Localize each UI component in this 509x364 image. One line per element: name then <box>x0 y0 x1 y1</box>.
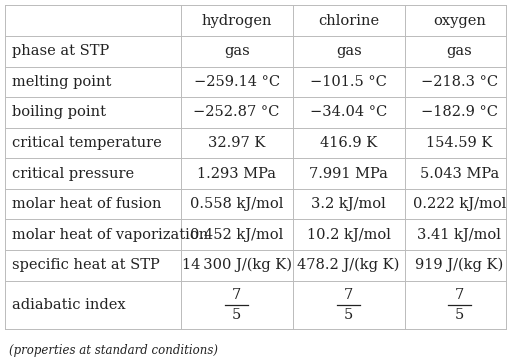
Text: gas: gas <box>446 44 472 58</box>
Text: −252.87 °C: −252.87 °C <box>193 106 280 119</box>
Text: melting point: melting point <box>12 75 111 89</box>
Text: hydrogen: hydrogen <box>202 14 272 28</box>
Text: critical temperature: critical temperature <box>12 136 161 150</box>
Text: 10.2 kJ/mol: 10.2 kJ/mol <box>307 228 390 242</box>
Text: 3.41 kJ/mol: 3.41 kJ/mol <box>417 228 501 242</box>
Text: gas: gas <box>336 44 361 58</box>
Text: 1.293 MPa: 1.293 MPa <box>197 167 276 181</box>
Text: 0.222 kJ/mol: 0.222 kJ/mol <box>413 197 506 211</box>
Text: −101.5 °C: −101.5 °C <box>310 75 387 89</box>
Text: −34.04 °C: −34.04 °C <box>310 106 387 119</box>
Text: adiabatic index: adiabatic index <box>12 298 125 312</box>
Text: chlorine: chlorine <box>318 14 379 28</box>
Text: oxygen: oxygen <box>433 14 486 28</box>
Text: boiling point: boiling point <box>12 106 106 119</box>
Text: 154.59 K: 154.59 K <box>426 136 493 150</box>
Text: 7: 7 <box>455 288 464 302</box>
Text: specific heat at STP: specific heat at STP <box>12 258 159 272</box>
Text: −259.14 °C: −259.14 °C <box>193 75 280 89</box>
Text: 7: 7 <box>344 288 353 302</box>
Text: 0.558 kJ/mol: 0.558 kJ/mol <box>190 197 284 211</box>
Text: 5: 5 <box>455 308 464 322</box>
Text: 0.452 kJ/mol: 0.452 kJ/mol <box>190 228 284 242</box>
Text: 5: 5 <box>344 308 353 322</box>
Text: 32.97 K: 32.97 K <box>208 136 265 150</box>
Text: 478.2 J/(kg K): 478.2 J/(kg K) <box>297 258 400 272</box>
Text: molar heat of fusion: molar heat of fusion <box>12 197 161 211</box>
Text: −182.9 °C: −182.9 °C <box>421 106 498 119</box>
Text: critical pressure: critical pressure <box>12 167 134 181</box>
Text: 14 300 J/(kg K): 14 300 J/(kg K) <box>182 258 292 272</box>
Text: 5.043 MPa: 5.043 MPa <box>420 167 499 181</box>
Text: (properties at standard conditions): (properties at standard conditions) <box>9 344 218 357</box>
Text: 7.991 MPa: 7.991 MPa <box>309 167 388 181</box>
Text: 919 J/(kg K): 919 J/(kg K) <box>415 258 503 272</box>
Text: −218.3 °C: −218.3 °C <box>421 75 498 89</box>
Text: 3.2 kJ/mol: 3.2 kJ/mol <box>312 197 386 211</box>
Text: 7: 7 <box>232 288 241 302</box>
Text: phase at STP: phase at STP <box>12 44 109 58</box>
Text: gas: gas <box>224 44 249 58</box>
Text: molar heat of vaporization: molar heat of vaporization <box>12 228 208 242</box>
Text: 416.9 K: 416.9 K <box>320 136 377 150</box>
Text: 5: 5 <box>232 308 241 322</box>
